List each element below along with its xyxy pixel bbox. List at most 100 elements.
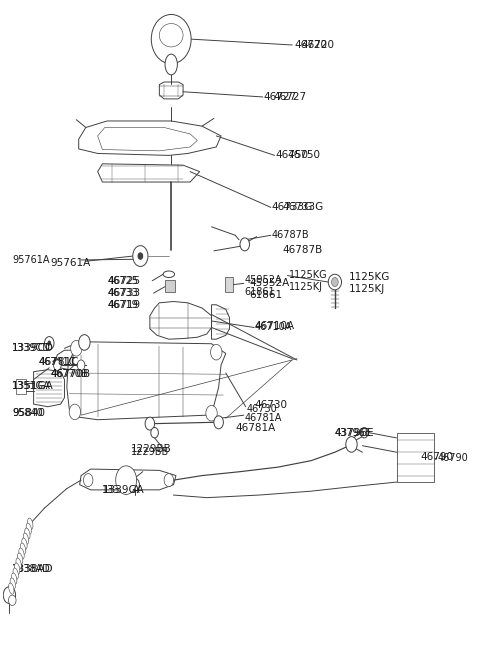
Text: 46770B: 46770B [50,369,88,379]
Ellipse shape [328,274,342,290]
Text: 46733G: 46733G [272,202,313,212]
Text: 1229BB: 1229BB [131,447,169,457]
Text: 45952A: 45952A [245,275,282,285]
Circle shape [151,428,158,438]
Ellipse shape [16,558,21,569]
Text: 43796E: 43796E [335,428,372,438]
Text: 1125KJ: 1125KJ [289,282,323,292]
Ellipse shape [10,578,15,590]
Text: 46725: 46725 [107,276,138,286]
Ellipse shape [163,271,175,278]
Circle shape [145,417,155,430]
Circle shape [214,416,223,429]
Text: 61861: 61861 [245,287,276,297]
Circle shape [77,360,85,370]
Text: 95840: 95840 [12,408,45,419]
Bar [225,278,233,291]
Text: 46730: 46730 [246,403,277,414]
Bar [396,434,433,482]
Circle shape [48,341,51,346]
Text: 46725: 46725 [107,276,140,286]
Text: 46781A: 46781A [235,423,276,433]
Circle shape [9,595,16,605]
Text: 46727: 46727 [273,92,306,102]
Ellipse shape [24,528,30,539]
Bar [16,379,25,394]
Text: 1351GA: 1351GA [12,381,51,391]
Text: 1339CD: 1339CD [12,343,51,353]
Text: 1125KG: 1125KG [349,272,391,282]
Text: 46730: 46730 [254,400,287,411]
Ellipse shape [13,568,18,579]
Text: 46719: 46719 [107,301,140,310]
Circle shape [54,360,61,370]
Text: 46733: 46733 [107,288,140,298]
Ellipse shape [20,543,25,554]
Ellipse shape [28,518,33,529]
Circle shape [346,437,357,452]
Circle shape [69,404,81,420]
Ellipse shape [159,24,183,47]
Text: 46750: 46750 [288,151,321,160]
Text: 45952A: 45952A [250,278,290,288]
Text: 46790: 46790 [420,453,453,462]
Circle shape [164,474,174,487]
Text: 46750: 46750 [276,151,309,160]
Text: 43796E: 43796E [335,428,374,438]
Ellipse shape [165,54,178,75]
Circle shape [133,483,136,487]
Text: 46720: 46720 [295,40,327,50]
Text: 46733: 46733 [107,288,138,298]
Circle shape [116,466,137,495]
Ellipse shape [14,563,20,574]
Circle shape [240,238,250,251]
Text: 1125KG: 1125KG [289,270,327,280]
Ellipse shape [12,573,17,584]
Text: 46787B: 46787B [272,231,310,240]
Text: 46781C: 46781C [38,357,76,367]
Text: 95840: 95840 [12,408,43,419]
Text: 1339GA: 1339GA [102,485,141,495]
Ellipse shape [26,523,32,534]
Text: 46710A: 46710A [254,321,294,331]
Ellipse shape [22,538,27,550]
Ellipse shape [17,553,23,564]
Circle shape [84,474,93,487]
Text: 95761A: 95761A [12,255,50,265]
Text: 46770B: 46770B [50,369,90,379]
Ellipse shape [23,533,29,544]
Text: 1229BB: 1229BB [131,444,172,454]
Text: 46727: 46727 [264,92,297,102]
Ellipse shape [9,583,14,594]
Text: 46781A: 46781A [245,413,282,423]
Circle shape [45,337,54,350]
Text: 1338AD: 1338AD [12,564,51,574]
Text: 46790: 46790 [437,453,468,462]
Text: 95761A: 95761A [50,257,90,267]
Text: 46733G: 46733G [283,202,324,212]
Text: 1339CD: 1339CD [12,343,54,353]
Text: 61861: 61861 [250,290,283,300]
Text: 1338AD: 1338AD [12,564,54,574]
Text: 1351GA: 1351GA [12,381,54,391]
Ellipse shape [19,548,24,559]
Circle shape [206,405,217,421]
Text: 46720: 46720 [301,40,335,50]
Circle shape [138,253,143,259]
Circle shape [3,587,15,603]
Circle shape [332,278,338,287]
Text: 46787B: 46787B [283,244,323,255]
Circle shape [211,345,222,360]
Circle shape [133,246,148,267]
Text: 46710A: 46710A [254,322,292,333]
Circle shape [360,428,368,438]
Text: 46781C: 46781C [38,357,79,367]
Text: 46719: 46719 [107,301,138,310]
Bar [165,280,175,291]
Ellipse shape [151,14,191,64]
Text: 1125KJ: 1125KJ [349,284,385,294]
Circle shape [71,341,82,356]
Circle shape [130,478,139,491]
Circle shape [79,335,90,350]
Text: 1339GA: 1339GA [102,485,144,495]
